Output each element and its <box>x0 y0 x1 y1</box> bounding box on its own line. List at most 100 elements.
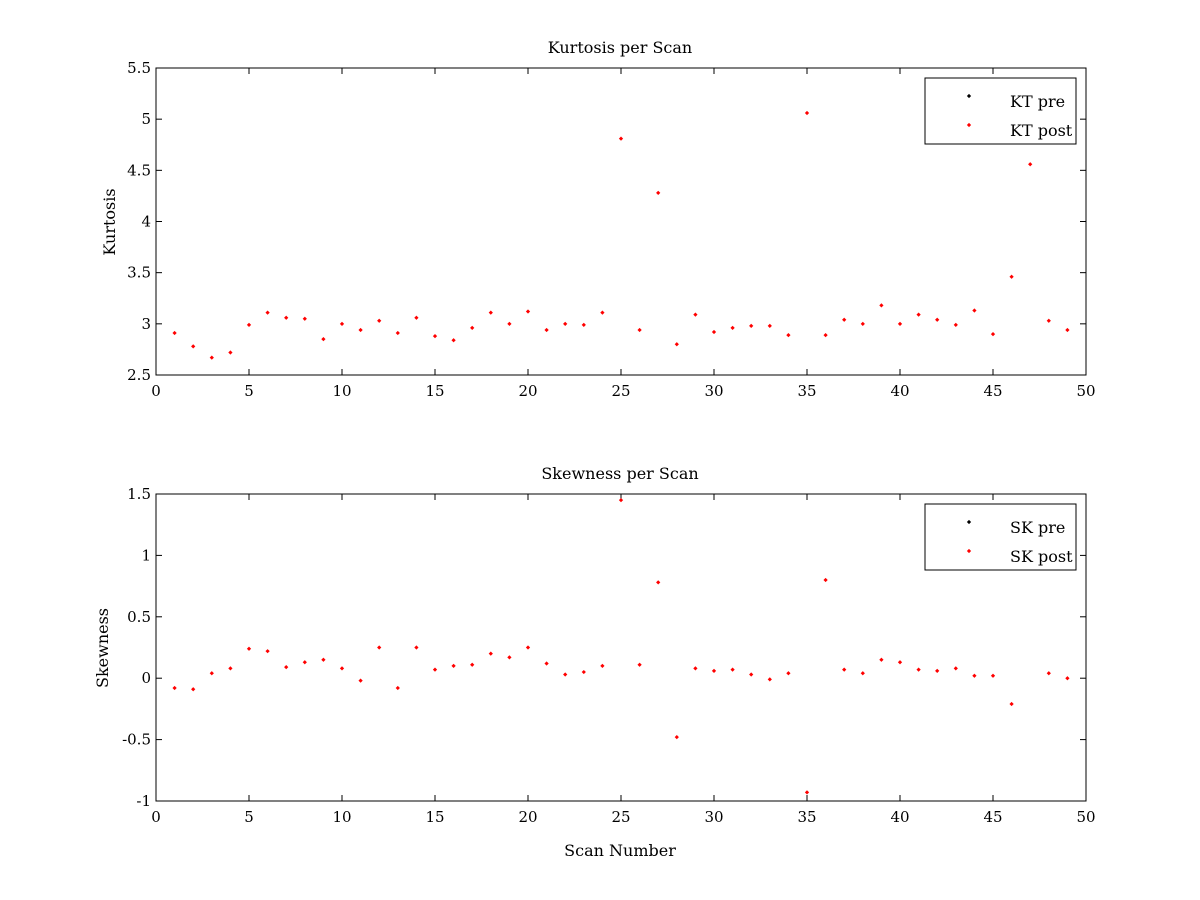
skewness-x-tick-label: 35 <box>797 808 816 826</box>
kurtosis-x-tick-label: 0 <box>151 382 161 400</box>
kurtosis-point-post <box>935 317 940 322</box>
kurtosis-point-post <box>563 321 568 326</box>
kurtosis-legend-label-pre: KT pre <box>1010 92 1065 111</box>
kurtosis-point-post <box>339 321 345 326</box>
kurtosis-y-tick-label: 5.5 <box>127 59 151 77</box>
skewness-point-post <box>451 663 456 669</box>
kurtosis-point-post <box>284 315 289 320</box>
kurtosis-point-post <box>600 310 605 315</box>
skewness-point-post <box>600 663 605 669</box>
skewness-x-tick-label: 10 <box>332 808 351 826</box>
skewness-y-tick-label: 1.5 <box>127 485 151 503</box>
skewness-point-post <box>1009 701 1014 707</box>
kurtosis-point-post <box>302 316 307 321</box>
skewness-point-post <box>172 685 177 691</box>
kurtosis-point-post <box>544 327 549 333</box>
kurtosis-point-post <box>656 190 661 195</box>
skewness-point-post <box>470 662 475 667</box>
kurtosis-point-post <box>1009 274 1014 279</box>
kurtosis-point-post <box>265 310 270 315</box>
skewness-point-post <box>432 667 438 672</box>
kurtosis-x-tick-label: 35 <box>797 382 816 400</box>
skewness-point-post <box>191 687 196 692</box>
kurtosis-legend-label-post: KT post <box>1010 121 1073 140</box>
kurtosis-x-tick-label: 20 <box>518 382 537 400</box>
kurtosis-point-post <box>1046 318 1051 323</box>
skewness-legend-box <box>924 503 1077 571</box>
kurtosis-point-post <box>786 332 791 338</box>
kurtosis-point-post <box>191 344 196 349</box>
skewness-point-post <box>730 667 735 672</box>
kurtosis-point-post <box>488 310 493 315</box>
kurtosis-axes: 0 5 10 15 20 25 30 35 40 45 50 2.5 3 3.5 4 4.5 5 5.5 <box>127 59 1095 400</box>
skewness-point-post <box>581 669 586 675</box>
skewness-legend-marker-post <box>966 548 972 554</box>
kurtosis-point-post <box>228 350 233 355</box>
kurtosis-point-post <box>172 330 177 336</box>
skewness-point-post <box>488 651 493 656</box>
skewness-point-post <box>656 580 661 585</box>
kurtosis-point-post <box>432 333 438 339</box>
kurtosis-point-post <box>823 332 828 338</box>
skewness-point-post <box>749 672 754 677</box>
skewness-point-post <box>414 645 419 650</box>
kurtosis-point-post <box>507 321 512 326</box>
skewness-point-post <box>953 666 958 671</box>
kurtosis-x-tick-label: 5 <box>244 382 254 400</box>
skewness-point-post <box>935 668 940 673</box>
kurtosis-point-post <box>693 312 698 317</box>
skewness-point-post <box>786 671 791 676</box>
skewness-point-post <box>563 672 568 677</box>
skewness-point-post <box>711 668 717 673</box>
kurtosis-point-post <box>1065 327 1070 333</box>
kurtosis-point-post <box>749 323 754 329</box>
kurtosis-point-post <box>395 330 400 336</box>
skewness-point-post <box>525 645 531 650</box>
skewness-point-post <box>860 671 865 676</box>
skewness-x-tick-label: 25 <box>611 808 630 826</box>
kurtosis-y-tick-label: 4.5 <box>127 161 151 179</box>
skewness-x-axis-label: Scan Number <box>564 841 676 860</box>
kurtosis-point-post <box>711 329 717 335</box>
kurtosis-y-tick-label: 2.5 <box>127 366 151 384</box>
skewness-y-tick-label: 0 <box>141 669 151 687</box>
kurtosis-y-axis-label: Kurtosis <box>100 188 119 255</box>
skewness-point-post <box>618 498 624 503</box>
kurtosis-point-post <box>525 309 531 314</box>
skewness-point-post <box>321 657 326 662</box>
skewness-point-post <box>897 660 903 665</box>
skewness-point-post <box>265 649 270 654</box>
skewness-points <box>172 498 1070 795</box>
kurtosis-plot: Kurtosis per Scan Kurtosis 0 5 10 15 20 25 30 3… <box>100 38 1096 400</box>
kurtosis-point-post <box>897 321 903 326</box>
skewness-x-tick-label: 15 <box>425 808 444 826</box>
skewness-point-post <box>395 685 400 691</box>
skewness-point-post <box>1046 671 1051 676</box>
skewness-point-post <box>693 666 698 671</box>
skewness-y-tick-label: -0.5 <box>122 731 151 749</box>
skewness-legend-marker-pre <box>966 519 972 525</box>
kurtosis-point-post <box>842 317 847 322</box>
skewness-point-post <box>637 662 642 667</box>
kurtosis-point-post <box>674 342 679 347</box>
kurtosis-point-post <box>972 308 977 313</box>
kurtosis-point-post <box>451 338 456 343</box>
kurtosis-y-tick-label: 3 <box>141 315 151 333</box>
skewness-point-post <box>916 667 921 672</box>
skewness-point-post <box>674 735 679 740</box>
skewness-x-tick-label: 20 <box>518 808 537 826</box>
kurtosis-legend: KT pre KT post <box>924 77 1077 145</box>
skewness-point-post <box>879 657 884 662</box>
skewness-point-post <box>302 660 307 665</box>
skewness-y-tick-label: -1 <box>136 792 151 810</box>
skewness-y-tick-label: 0.5 <box>127 608 151 626</box>
skewness-point-post <box>246 646 252 651</box>
kurtosis-x-tick-label: 40 <box>890 382 909 400</box>
kurtosis-x-tick-label: 25 <box>611 382 630 400</box>
kurtosis-x-tick-label: 10 <box>332 382 351 400</box>
skewness-x-tick-label: 50 <box>1076 808 1095 826</box>
skewness-legend: SK pre SK post <box>924 503 1077 571</box>
skewness-x-tick-label: 5 <box>244 808 254 826</box>
kurtosis-point-post <box>414 315 419 320</box>
